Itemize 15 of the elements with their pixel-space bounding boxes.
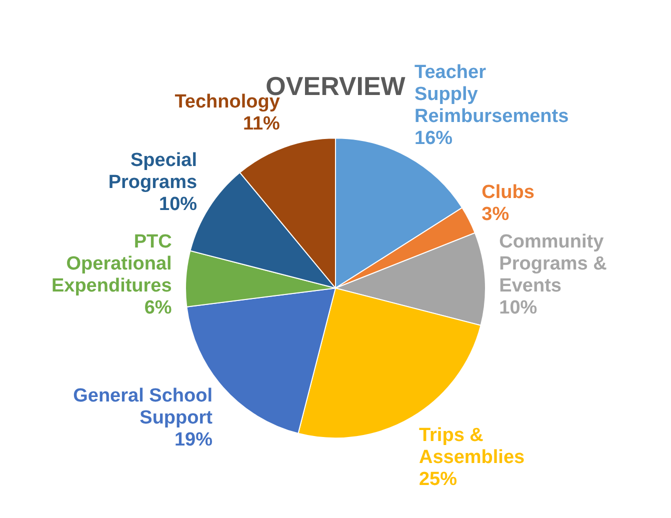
data-label: 6% <box>144 297 172 318</box>
data-label: 10% <box>159 194 198 215</box>
slice-label: PTC Operational Expenditures <box>51 231 172 296</box>
data-label: 16% <box>414 128 453 150</box>
data-label: 3% <box>482 204 510 225</box>
slice-label: Community Programs & Events <box>499 231 608 296</box>
data-label: 10% <box>499 297 538 318</box>
slice-label: Clubs <box>482 182 534 203</box>
slice-label: Trips & Assemblies <box>418 424 525 468</box>
data-label: 11% <box>242 113 280 134</box>
data-label: 19% <box>174 430 213 451</box>
data-label: 25% <box>418 468 458 490</box>
slice-label: General School Support <box>73 386 214 429</box>
slice-label: Teacher Supply Reimbursements <box>414 62 569 128</box>
slice-label: Special Programs <box>108 150 198 193</box>
